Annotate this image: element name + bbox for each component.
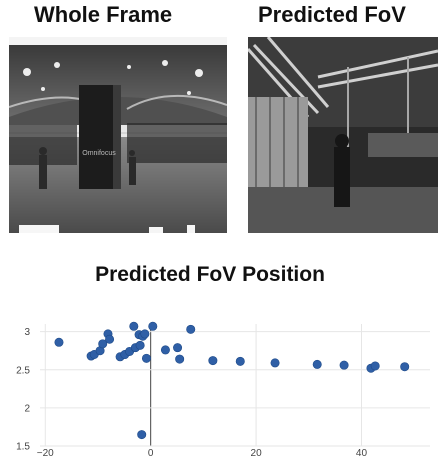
data-point: [105, 334, 115, 344]
data-point: [186, 324, 196, 334]
data-point: [312, 359, 322, 369]
x-tick-label: 40: [356, 448, 368, 459]
predicted-fov-picture: [248, 37, 438, 233]
scatter-chart: −20 0 20 40 1.5 2 2.5 3: [16, 321, 430, 459]
data-point: [135, 340, 145, 350]
whole-frame-image: Omnifocus: [9, 37, 227, 233]
data-point: [175, 354, 185, 364]
svg-text:Omnifocus: Omnifocus: [82, 150, 116, 157]
chart-title: Predicted FoV Position: [95, 263, 325, 286]
y-tick-label: 2: [24, 403, 30, 414]
whole-frame-title: Whole Frame: [34, 2, 173, 27]
data-point: [140, 329, 150, 339]
data-point: [54, 337, 64, 347]
x-tick-label: 20: [251, 448, 263, 459]
data-point: [137, 430, 147, 440]
data-point: [339, 360, 349, 370]
data-point: [129, 321, 139, 331]
predicted-fov-image: [248, 37, 438, 233]
y-tick-label: 3: [24, 327, 30, 338]
data-point: [173, 343, 183, 353]
y-tick-label: 2.5: [16, 365, 30, 376]
data-point: [400, 362, 410, 372]
x-tick-label: 0: [148, 448, 154, 459]
predicted-fov-title: Predicted FoV: [258, 2, 406, 27]
whole-frame-panorama-picture: Omnifocus: [9, 37, 227, 233]
data-point: [208, 356, 218, 366]
data-point: [148, 321, 158, 331]
data-point: [98, 339, 108, 349]
y-tick-label: 1.5: [16, 442, 30, 453]
data-point: [141, 353, 151, 363]
data-point: [160, 345, 170, 355]
x-tick-label: −20: [37, 448, 54, 459]
data-point: [235, 356, 245, 366]
data-point: [370, 361, 380, 371]
data-point: [270, 358, 280, 368]
